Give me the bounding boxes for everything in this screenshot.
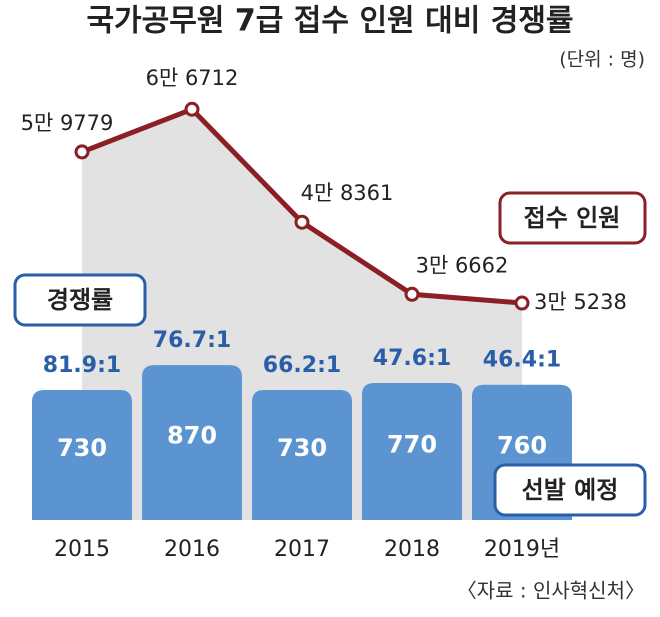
bar [252,390,352,520]
ratio-label: 46.4:1 [483,348,561,373]
ratio-label: 81.9:1 [43,353,121,378]
line-point [514,295,530,311]
x-tick-label: 2019년 [484,537,560,562]
legend-label: 선발 예정 [522,476,619,504]
source-label: 〈자료 : 인사혁신처〉 [457,579,645,603]
bar-value-label: 730 [57,434,107,462]
bar-value-label: 770 [387,430,437,458]
ratio-badge [13,273,147,327]
bar-value-label: 730 [277,434,327,462]
bar-badge [493,463,647,517]
bar-value-label: 760 [497,431,547,459]
line-value-label: 6만 6712 [146,66,239,90]
line-value-label: 5만 9779 [21,111,114,135]
ratio-label: 47.6:1 [373,346,451,371]
chart-title: 국가공무원 7급 접수 인원 대비 경쟁률 [86,4,573,39]
line-point [294,214,310,230]
ratio-legend: 경쟁률 [47,286,113,314]
bar [142,365,242,520]
legend-label: 접수 인원 [524,204,621,232]
bar [32,390,132,520]
x-tick-label: 2016 [164,537,220,562]
ratio-label: 76.7:1 [153,328,231,353]
bar-value-label: 870 [167,422,217,450]
line-value-label: 3만 5238 [534,290,627,314]
x-tick-label: 2015 [54,537,110,562]
line-badge [498,191,647,245]
line-point [74,144,90,160]
bar [362,382,462,520]
ratio-label: 66.2:1 [263,353,341,378]
line-value-label: 3만 6662 [416,253,509,277]
x-tick-label: 2018 [384,537,440,562]
line-value-label: 4만 8361 [301,181,394,205]
unit-label: (단위 : 명) [559,49,645,71]
x-tick-label: 2017 [274,537,330,562]
line-point [404,286,420,302]
line-point [184,101,200,117]
